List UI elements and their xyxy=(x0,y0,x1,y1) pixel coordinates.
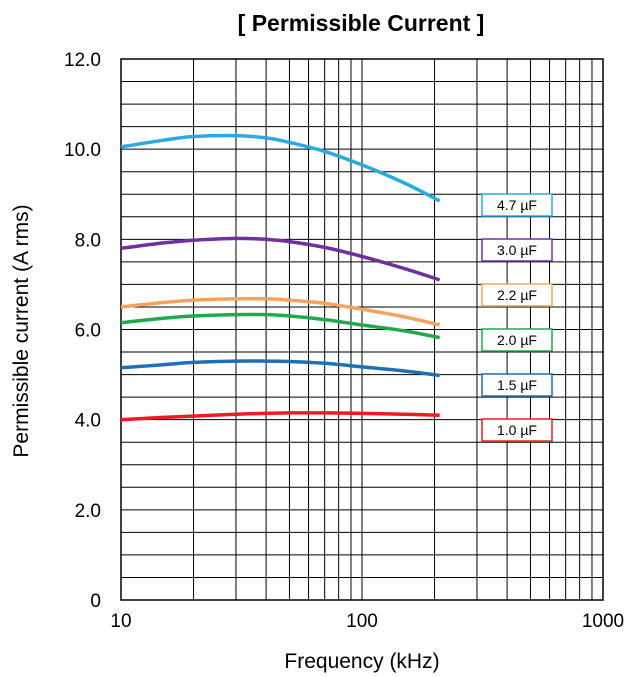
x-tick-label: 10 xyxy=(110,611,131,632)
legend-swatch-box xyxy=(481,193,553,217)
y-axis-label: Permissible current (A rms) xyxy=(10,204,33,457)
legend-item: 1.0 µF xyxy=(481,418,553,442)
series-line-0 xyxy=(120,133,441,203)
legend-swatch-box xyxy=(481,373,553,397)
series-lines xyxy=(120,133,441,422)
legend-swatch-box xyxy=(481,238,553,262)
legend: 4.7 µF 3.0 µF 2.2 µF 2.0 µF 1.5 µF 1.0 µF xyxy=(481,193,553,442)
chart-title: [ Permissible Current ] xyxy=(238,10,485,36)
tick-labels: 0 2.0 4.0 6.0 8.0 10.0 12.0 10 100 1000 xyxy=(64,50,624,632)
legend-label: 3.0 µF xyxy=(497,242,537,258)
legend-label: 1.0 µF xyxy=(497,422,537,438)
series-line-2 xyxy=(120,296,441,327)
y-tick-label: 2.0 xyxy=(75,501,101,522)
legend-label: 2.2 µF xyxy=(497,287,537,303)
legend-swatch-box xyxy=(481,283,553,307)
legend-label: 1.5 µF xyxy=(497,377,537,393)
legend-item: 4.7 µF xyxy=(481,193,553,217)
plot-frame xyxy=(120,58,604,601)
legend-swatch-box xyxy=(481,418,553,442)
series-line-5 xyxy=(120,411,440,422)
series-line-1 xyxy=(120,236,441,282)
series-line-4 xyxy=(120,359,440,378)
series-line-3 xyxy=(120,312,441,340)
legend-item: 2.2 µF xyxy=(481,283,553,307)
x-tick-label: 100 xyxy=(346,611,378,632)
y-tick-label: 12.0 xyxy=(64,50,101,71)
legend-label: 4.7 µF xyxy=(497,197,537,213)
y-tick-label: 6.0 xyxy=(75,321,101,342)
legend-item: 2.0 µF xyxy=(481,328,553,352)
legend-item: 3.0 µF xyxy=(481,238,553,262)
legend-label: 2.0 µF xyxy=(497,332,537,348)
y-tick-label: 4.0 xyxy=(75,411,101,432)
legend-swatch-box xyxy=(481,328,553,352)
y-tick-label: 10.0 xyxy=(64,140,101,161)
x-axis-label: Frequency (kHz) xyxy=(284,650,439,673)
x-tick-label: 1000 xyxy=(582,611,624,632)
grid xyxy=(120,58,604,601)
y-tick-label: 8.0 xyxy=(75,230,101,251)
y-tick-label: 0 xyxy=(90,591,101,612)
legend-item: 1.5 µF xyxy=(481,373,553,397)
